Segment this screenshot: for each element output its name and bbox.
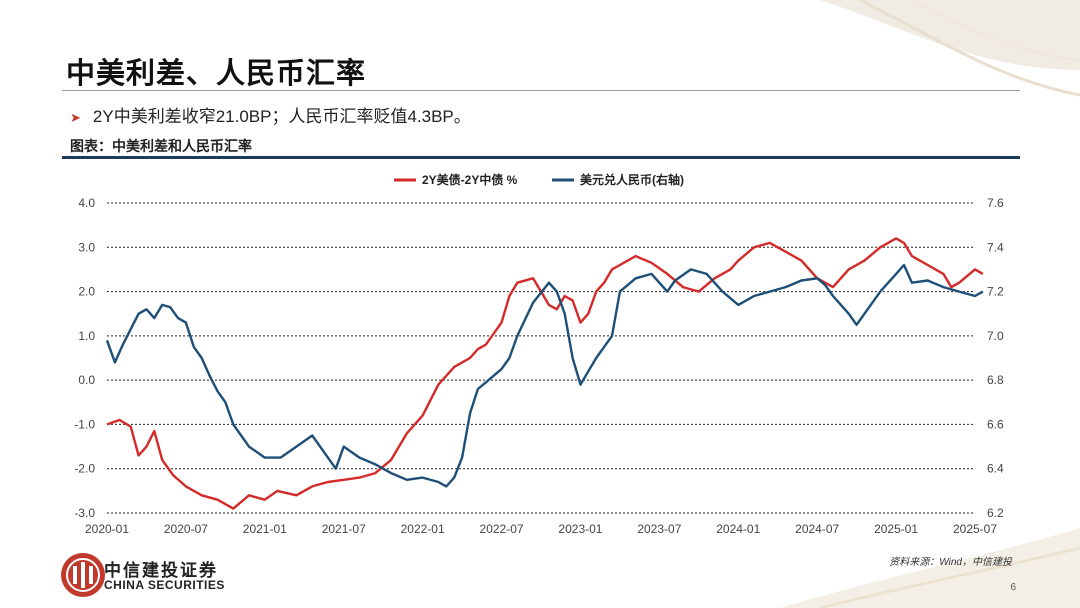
right-axis-tick-label: 6.2 [987,506,1004,520]
right-axis-tick-label: 7.2 [987,285,1004,299]
x-axis-tick-label: 2022-01 [401,522,445,536]
left-axis-tick-label: -1.0 [74,417,95,431]
spread-fx-chart: 2Y美债-2Y中债 % 美元兑人民币(右轴) -3.0 -2.0 -1.0 0.0 1.0… [74,172,1004,536]
left-axis-tick-label: 2.0 [78,285,95,299]
page-number: 6 [1010,582,1016,593]
left-axis-tick-label: 4.0 [78,196,95,210]
chart-caption: 图表：中美利差和人民币汇率 [70,139,252,155]
series-line-2 [105,263,984,488]
left-axis-tick-label: -2.0 [74,462,95,476]
title-divider [62,90,1020,91]
x-axis-tick-label: 2020-07 [164,522,208,536]
source-note: 资料来源：Wind，中信建投 [889,557,1012,568]
left-axis-tick-label: 0.0 [78,373,95,387]
x-axis-tick-label: 2021-07 [322,522,366,536]
chart-ticks: -3.0 -2.0 -1.0 0.0 1.0 2.0 3.0 4.0 6.2 6.4 6.6 6.8 7… [74,196,1004,536]
right-axis-tick-label: 6.8 [987,373,1004,387]
right-axis-tick-label: 7.4 [987,240,1004,254]
x-axis-tick-label: 2023-01 [558,522,602,536]
right-axis-tick-label: 7.6 [987,196,1004,210]
china-securities-logo-icon [61,553,105,597]
legend-label: 美元兑人民币(右轴) [580,172,684,187]
summary-text: 2Y中美利差收窄21.0BP；人民币汇率贬值4.3BP。 [92,107,471,126]
left-axis-tick-label: -3.0 [74,506,95,520]
right-axis-tick-label: 6.6 [987,417,1004,431]
chart-lines [105,237,984,510]
caption-divider [62,156,1020,159]
slide-title: 中美利差、人民币汇率 [66,58,367,90]
x-axis-tick-label: 2025-07 [953,522,997,536]
bullet-arrow-icon: ➤ [70,110,81,125]
chart-legend: 2Y美债-2Y中债 % 美元兑人民币(右轴) [394,172,684,187]
x-axis-tick-label: 2022-07 [480,522,524,536]
right-axis-tick-label: 7.0 [987,329,1004,343]
right-axis-tick-label: 6.4 [987,462,1004,476]
logo-english-name: CHINA SECURITIES [104,578,225,592]
left-axis-tick-label: 3.0 [78,240,95,254]
legend-label: 2Y美债-2Y中债 % [422,172,518,187]
logo-chinese-name: 中信建投证券 [104,561,218,580]
x-axis-tick-label: 2020-01 [85,522,129,536]
x-axis-tick-label: 2021-01 [243,522,287,536]
chart-grid [107,202,975,514]
x-axis-tick-label: 2024-07 [795,522,839,536]
x-axis-tick-label: 2023-07 [637,522,681,536]
summary-bullet: ➤ 2Y中美利差收窄21.0BP；人民币汇率贬值4.3BP。 [70,102,471,127]
footer-swoosh-decoration [780,528,1080,608]
x-axis-tick-label: 2025-01 [874,522,918,536]
series-line-1 [106,237,984,510]
x-axis-tick-label: 2024-01 [716,522,760,536]
left-axis-tick-label: 1.0 [78,329,95,343]
header-swoosh-decoration [820,0,1080,97]
